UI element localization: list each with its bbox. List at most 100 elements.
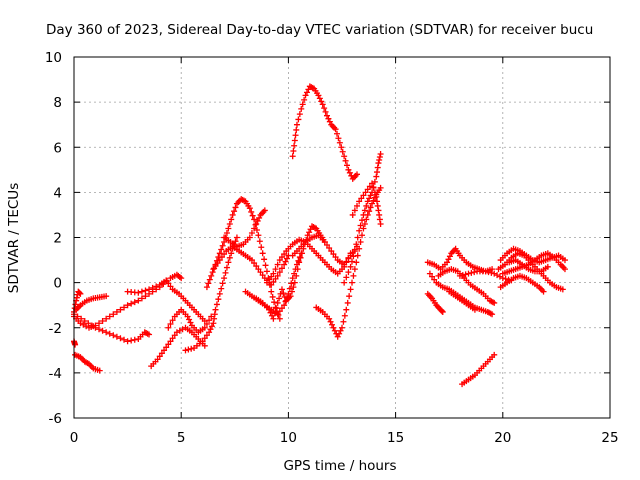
data-point [283, 255, 290, 262]
data-point [353, 259, 360, 266]
data-point [315, 92, 322, 99]
data-point [333, 130, 340, 137]
data-point [99, 317, 106, 324]
data-point [106, 313, 113, 320]
data-point [353, 241, 360, 248]
data-point [219, 280, 226, 287]
data-point [222, 269, 229, 276]
data-point [271, 310, 278, 317]
data-point [270, 270, 277, 277]
data-point [326, 118, 333, 125]
data-point [165, 324, 172, 331]
y-tick-label: 10 [45, 50, 62, 66]
data-point [341, 261, 348, 268]
data-point [330, 251, 337, 258]
data-point [199, 338, 206, 345]
data-point [271, 299, 278, 306]
data-point [149, 284, 156, 291]
data-point [225, 225, 232, 232]
data-point [254, 217, 261, 224]
data-point [326, 245, 333, 252]
data-point [371, 189, 378, 196]
data-point [370, 184, 377, 191]
data-point [306, 229, 313, 236]
data-point [110, 332, 117, 339]
data-point [248, 229, 255, 236]
data-point [303, 89, 310, 96]
data-point [138, 295, 145, 302]
data-point [367, 192, 374, 199]
data-point [278, 265, 285, 272]
data-point [96, 326, 103, 333]
data-point [208, 272, 215, 279]
data-point [121, 304, 128, 311]
data-point [328, 321, 335, 328]
data-point [103, 315, 110, 322]
series-arc-b [71, 288, 84, 315]
data-point [278, 254, 285, 261]
data-point [138, 288, 145, 295]
x-tick-label: 0 [70, 430, 79, 446]
data-point [121, 336, 128, 343]
data-point [354, 234, 361, 241]
data-point [376, 154, 383, 161]
data-point [342, 157, 349, 164]
y-tick-label: -2 [49, 321, 62, 337]
data-point [146, 286, 153, 293]
data-point [345, 255, 352, 262]
data-point [276, 308, 283, 315]
data-point [332, 126, 339, 133]
data-point [354, 202, 361, 209]
y-tick-label: 0 [53, 276, 62, 292]
data-point [291, 279, 298, 286]
data-point [322, 108, 329, 115]
data-point [489, 311, 496, 318]
data-point [261, 207, 268, 214]
data-point [203, 284, 210, 291]
x-tick-label: 10 [280, 430, 297, 446]
data-point [188, 345, 195, 352]
data-point [335, 135, 342, 142]
data-point [346, 169, 353, 176]
data-point [205, 280, 212, 287]
data-point [251, 216, 258, 223]
data-point [96, 367, 103, 374]
x-tick-label: 25 [601, 430, 618, 446]
data-point [296, 111, 303, 118]
data-point [346, 293, 353, 300]
data-point [502, 275, 509, 282]
data-point [215, 296, 222, 303]
data-point [351, 207, 358, 214]
data-point [361, 207, 368, 214]
data-point [366, 208, 373, 215]
data-point [225, 259, 232, 266]
data-point [201, 317, 208, 324]
data-point [363, 202, 370, 209]
data-point [330, 324, 337, 331]
data-point [76, 290, 83, 297]
series-arc-y [435, 266, 498, 306]
x-tick-label: 20 [494, 430, 511, 446]
data-point [276, 257, 283, 264]
series-arc-af [497, 272, 547, 295]
data-point [201, 324, 208, 331]
data-point [85, 320, 92, 327]
data-point [131, 336, 138, 343]
data-point [359, 217, 366, 224]
data-point [253, 220, 260, 227]
data-point [350, 253, 357, 260]
data-point [203, 320, 210, 327]
data-point [446, 253, 453, 260]
data-point [559, 286, 566, 293]
data-point [167, 338, 174, 345]
data-point [253, 263, 260, 270]
y-axis-label: SDTVAR / TECUs [6, 183, 22, 293]
data-point [274, 311, 281, 318]
data-point [255, 232, 262, 239]
axis-ticks: 0 5 10 15 20 25 -6 -4 -2 0 2 4 6 8 10 [45, 50, 619, 446]
data-point [216, 257, 223, 264]
data-point [292, 132, 299, 139]
data-point [341, 312, 348, 319]
data-point [276, 315, 283, 322]
data-point [278, 305, 285, 312]
